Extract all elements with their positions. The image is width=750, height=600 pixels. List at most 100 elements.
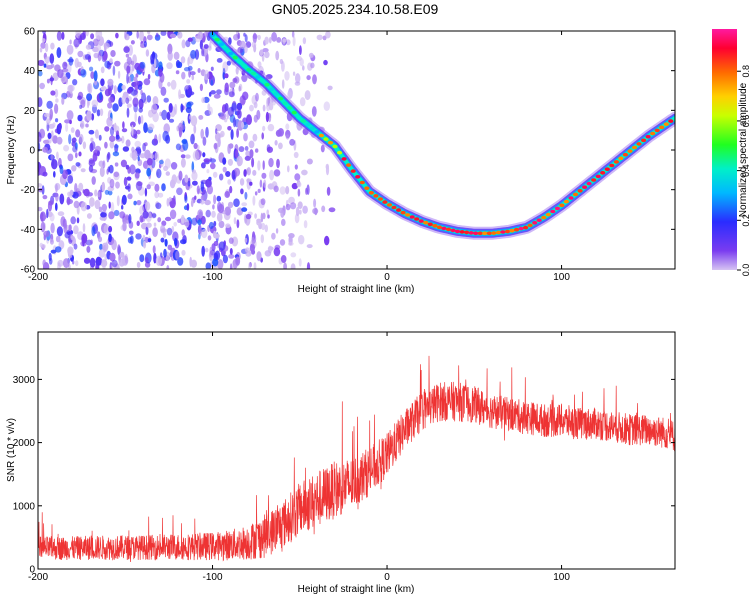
noise-blob	[253, 44, 257, 53]
noise-blob	[99, 166, 105, 178]
noise-blob	[135, 168, 141, 174]
noise-blob	[241, 121, 245, 129]
noise-blob	[215, 128, 218, 135]
noise-blob	[67, 246, 74, 255]
noise-blob	[89, 197, 95, 207]
noise-blob	[190, 49, 197, 59]
noise-blob	[68, 134, 72, 145]
noise-blob	[242, 91, 249, 101]
noise-blob	[193, 124, 197, 134]
noise-blob	[257, 160, 261, 171]
noise-blob	[164, 216, 172, 222]
ridge-point	[414, 217, 420, 221]
noise-blob	[39, 82, 45, 90]
colorbar: 0.0 0.2 0.4 0.6 0.8 Normalized spectral ampl…	[712, 29, 750, 276]
y-tick-label: -40	[21, 225, 36, 236]
noise-blob	[146, 184, 151, 190]
noise-blob	[306, 184, 310, 195]
noise-blob	[243, 169, 247, 177]
ridge-point	[278, 96, 284, 101]
noise-blob	[148, 123, 155, 131]
noise-blob	[173, 51, 180, 61]
noise-blob	[99, 243, 103, 251]
noise-blob	[285, 39, 291, 46]
snr-y-label: SNR (10 * v/v)	[6, 418, 17, 482]
noise-blob	[216, 195, 222, 202]
noise-blob	[55, 235, 61, 243]
noise-blob	[255, 92, 259, 102]
noise-blob	[41, 38, 46, 43]
noise-blob	[54, 88, 59, 98]
noise-blob	[236, 102, 243, 111]
noise-blob	[217, 259, 224, 269]
noise-blob	[174, 237, 178, 247]
noise-blob	[285, 186, 290, 195]
noise-blob	[297, 188, 301, 197]
noise-blob	[325, 163, 329, 170]
ridge-point	[223, 47, 229, 51]
noise-blob	[257, 34, 261, 41]
noise-blob	[208, 106, 213, 116]
noise-blob	[86, 213, 92, 219]
ridge-point	[554, 206, 561, 211]
noise-blob	[184, 174, 189, 183]
noise-blob	[106, 153, 110, 163]
noise-blob	[126, 103, 132, 108]
noise-blob	[96, 150, 100, 157]
noise-blob	[220, 112, 227, 121]
noise-blob	[66, 196, 71, 206]
noise-blob	[119, 211, 126, 219]
ridge-point	[355, 175, 361, 179]
noise-blob	[303, 220, 308, 229]
noise-blob	[261, 222, 266, 231]
noise-blob	[49, 238, 54, 245]
noise-blob	[198, 115, 202, 120]
ridge-point	[563, 199, 570, 204]
noise-blob	[75, 129, 81, 138]
ridge-point	[654, 128, 660, 133]
noise-blob	[123, 176, 128, 187]
noise-blob	[227, 179, 232, 185]
noise-blob	[122, 121, 125, 129]
noise-blob	[265, 111, 269, 123]
noise-blob	[46, 78, 50, 84]
ridge-point	[246, 68, 252, 72]
noise-blob	[205, 262, 212, 269]
noise-blob	[232, 77, 238, 83]
ridge-point	[287, 106, 293, 110]
noise-blob	[188, 115, 193, 120]
noise-blob	[175, 143, 182, 151]
noise-blob	[229, 81, 236, 89]
noise-blob	[185, 154, 191, 159]
noise-blob	[130, 40, 135, 45]
noise-blob	[157, 217, 162, 223]
noise-blob	[83, 257, 91, 264]
noise-blob	[191, 74, 195, 81]
noise-blob	[136, 220, 140, 226]
ridge-point	[586, 181, 592, 186]
noise-blob	[212, 258, 219, 267]
noise-blob	[180, 158, 186, 168]
noise-blob	[80, 120, 85, 129]
noise-blob	[229, 185, 233, 194]
noise-blob	[94, 129, 99, 139]
noise-blob	[199, 39, 203, 50]
y-tick-label: -60	[21, 265, 36, 276]
snr-line	[38, 355, 675, 563]
noise-blob	[121, 95, 126, 105]
noise-blob	[42, 195, 48, 200]
noise-blob	[101, 203, 108, 212]
noise-blob	[236, 155, 243, 167]
noise-blob	[57, 259, 64, 267]
noise-blob	[184, 194, 188, 203]
noise-blob	[170, 162, 178, 170]
noise-blob	[146, 222, 152, 228]
noise-blob	[111, 239, 117, 251]
noise-blob	[231, 265, 236, 269]
noise-blob	[141, 92, 147, 103]
noise-blob	[113, 122, 117, 133]
ridge-point	[405, 213, 411, 217]
noise-blob	[256, 218, 262, 223]
noise-blob	[204, 247, 209, 253]
noise-blob	[77, 114, 83, 122]
